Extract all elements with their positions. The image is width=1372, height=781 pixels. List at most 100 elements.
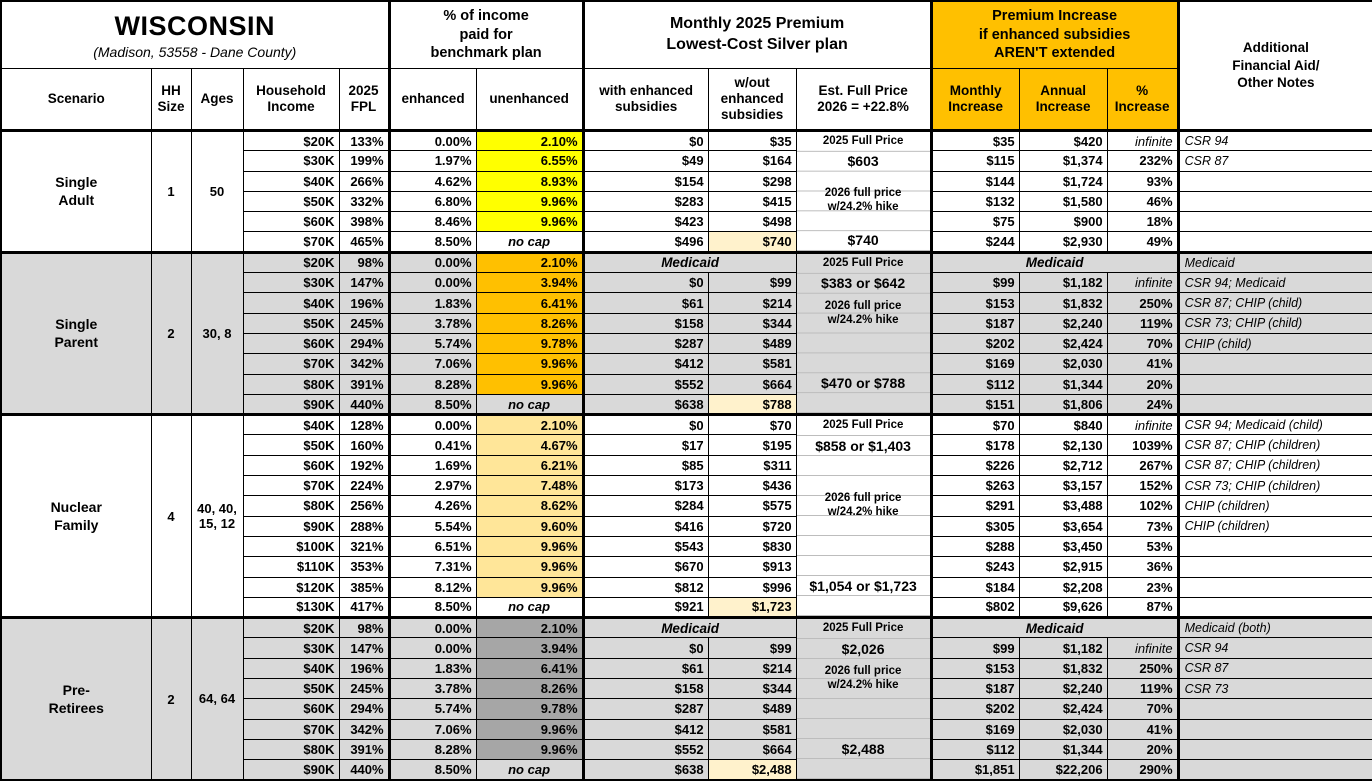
premium-without-subsidies-cell: $99 (707, 272, 797, 294)
household-income-cell: $40K (242, 170, 340, 192)
table-row: $30K 147% 0.00% 3.94% $0 $99 $99 $1,182 infinite… (1, 637, 1372, 659)
table-row: Single Parent 2 30, 8 $20K 98% 0.00% 2.10% Medic… (0, 250, 1372, 416)
table-row: $50K 160% 0.41% 4.67% $17 $195 $178 $2,130 1039%… (1, 434, 1372, 456)
pct-increase-cell: 36% (1106, 556, 1179, 578)
text-line: 2025 Full Price (822, 135, 904, 147)
annual-increase-cell: $2,208 (1018, 576, 1108, 598)
text-line: $740 (847, 232, 879, 249)
annual-increase-cell: $900 (1018, 211, 1108, 233)
unenhanced-pct-cell: 9.96% (475, 718, 584, 740)
pct-increase-cell: 23% (1106, 576, 1179, 598)
financial-aid-note-cell: CSR 87; CHIP (children) (1176, 434, 1372, 456)
unenhanced-pct-cell: 9.78% (475, 698, 584, 720)
est-price-text: $603 (848, 153, 879, 170)
annual-increase-cell: $1,832 (1018, 657, 1108, 680)
ages-value: 30, 8 (190, 250, 244, 416)
unenhanced-pct-cell: 2.10% (475, 250, 584, 274)
est-full-price-cell: 2025 Full Price $383 or $642 2026 full pri… (795, 250, 932, 416)
premium-with-subsidies-cell: $416 (581, 515, 709, 537)
financial-aid-note-cell: CSR 94; Medicaid (child) (1176, 413, 1372, 436)
group-line: AREN'T extended (994, 45, 1116, 62)
monthly-increase-cell: $202 (929, 332, 1020, 355)
household-income-cell: $80K (242, 373, 340, 395)
household-income-cell: $30K (242, 272, 340, 294)
monthly-increase-cell: $169 (929, 353, 1020, 375)
premium-with-subsidies-cell: $921 (581, 596, 709, 619)
group-line: Other Notes (1237, 75, 1315, 91)
col-header-household-income: Household Income (242, 68, 340, 132)
financial-aid-note-cell: Medicaid (both) (1176, 616, 1372, 639)
text-line: 15, 12 (198, 516, 236, 532)
financial-aid-note-cell: CSR 87; CHIP (child) (1176, 292, 1372, 314)
financial-aid-note-cell (1176, 190, 1372, 213)
unenhanced-pct-cell: 9.96% (475, 738, 584, 761)
enhanced-pct-cell: 0.00% (387, 128, 477, 152)
premium-without-subsidies-cell: $489 (707, 698, 797, 720)
premium-without-subsidies-cell: $740 (707, 231, 797, 253)
household-income-cell: $40K (242, 657, 340, 680)
text-line: 2026 full price (824, 665, 902, 678)
hh-size-value: 4 (150, 413, 192, 619)
fpl-cell: 160% (338, 434, 390, 456)
table-row: $80K 391% 8.28% 9.96% $552 $664 $112 $1,344 20% (1, 373, 1372, 395)
fpl-cell: 224% (338, 475, 390, 497)
fpl-cell: 332% (338, 190, 390, 213)
premium-with-subsidies-cell: $543 (581, 535, 709, 558)
text-line: Pre- (62, 681, 90, 698)
enhanced-pct-cell: 4.26% (387, 495, 477, 517)
financial-aid-note-cell (1176, 353, 1372, 375)
annual-increase-cell: $1,832 (1018, 292, 1108, 314)
col-label: unenhanced (489, 90, 569, 106)
premium-without-subsidies-cell: $575 (707, 495, 797, 517)
enhanced-pct-cell: 8.50% (387, 393, 477, 416)
pct-increase-cell: 232% (1106, 150, 1179, 172)
est-full-price-stack: 2025 Full Price $858 or $1,403 2026 full p… (797, 417, 930, 617)
text-line: w/24.2% hike (827, 201, 899, 214)
unenhanced-pct-cell: 2.10% (475, 128, 584, 152)
household-income-cell: $90K (242, 515, 340, 537)
financial-aid-note-cell: CSR 73 (1176, 678, 1372, 700)
monthly-increase-cell: $202 (929, 698, 1020, 720)
col-header-fpl: 2025 FPL (338, 68, 390, 132)
medicaid-increase-merged-cell: Medicaid (929, 616, 1179, 639)
text-line: Parent (54, 334, 99, 351)
pct-increase-cell: 41% (1106, 718, 1179, 740)
hh-size-value: 1 (150, 129, 192, 253)
text-line: w/24.2% hike (827, 679, 899, 692)
col-label: HH (161, 82, 181, 98)
est-price-text: $740 (848, 232, 879, 249)
monthly-increase-cell: $244 (929, 231, 1020, 253)
text-line: 64, 64 (198, 691, 236, 707)
text-line: $603 (847, 153, 879, 170)
premium-with-subsidies-cell: $284 (581, 495, 709, 517)
financial-aid-note-cell (1176, 556, 1372, 578)
annual-increase-cell: $2,424 (1018, 332, 1108, 355)
premium-with-subsidies-cell: $638 (581, 759, 709, 781)
col-label: enhanced (401, 90, 465, 106)
text-line: 2026 full price (824, 187, 902, 200)
col-header-with-subsidies: with enhanced subsidies (581, 68, 709, 132)
fpl-cell: 196% (338, 657, 390, 680)
premium-without-subsidies-cell: $214 (707, 657, 797, 680)
table-title-block: WISCONSIN (Madison, 53558 - Dane County) (0, 0, 390, 69)
financial-aid-note-cell (1176, 698, 1372, 720)
premium-with-subsidies-cell: $173 (581, 475, 709, 497)
scenario-label: Single Adult (0, 129, 152, 253)
household-income-cell: $90K (242, 393, 340, 416)
fpl-cell: 147% (338, 637, 390, 659)
annual-increase-cell: $9,626 (1018, 596, 1108, 619)
household-income-cell: $110K (242, 556, 340, 578)
est-full-price-cell: 2025 Full Price $2,026 2026 full price w/24… (795, 616, 932, 781)
annual-increase-cell: $1,182 (1018, 637, 1108, 659)
est-full-price-stack: 2025 Full Price $383 or $642 2026 full pri… (797, 255, 930, 414)
col-label: Monthly (949, 82, 1002, 98)
premium-with-subsidies-cell: $158 (581, 312, 709, 334)
enhanced-pct-cell: 8.50% (387, 596, 477, 619)
household-income-cell: $100K (242, 535, 340, 558)
enhanced-pct-cell: 0.00% (387, 250, 477, 274)
household-income-cell: $50K (242, 678, 340, 700)
household-income-cell: $80K (242, 495, 340, 517)
text-line: Single (55, 316, 98, 333)
monthly-increase-cell: $153 (929, 657, 1020, 680)
